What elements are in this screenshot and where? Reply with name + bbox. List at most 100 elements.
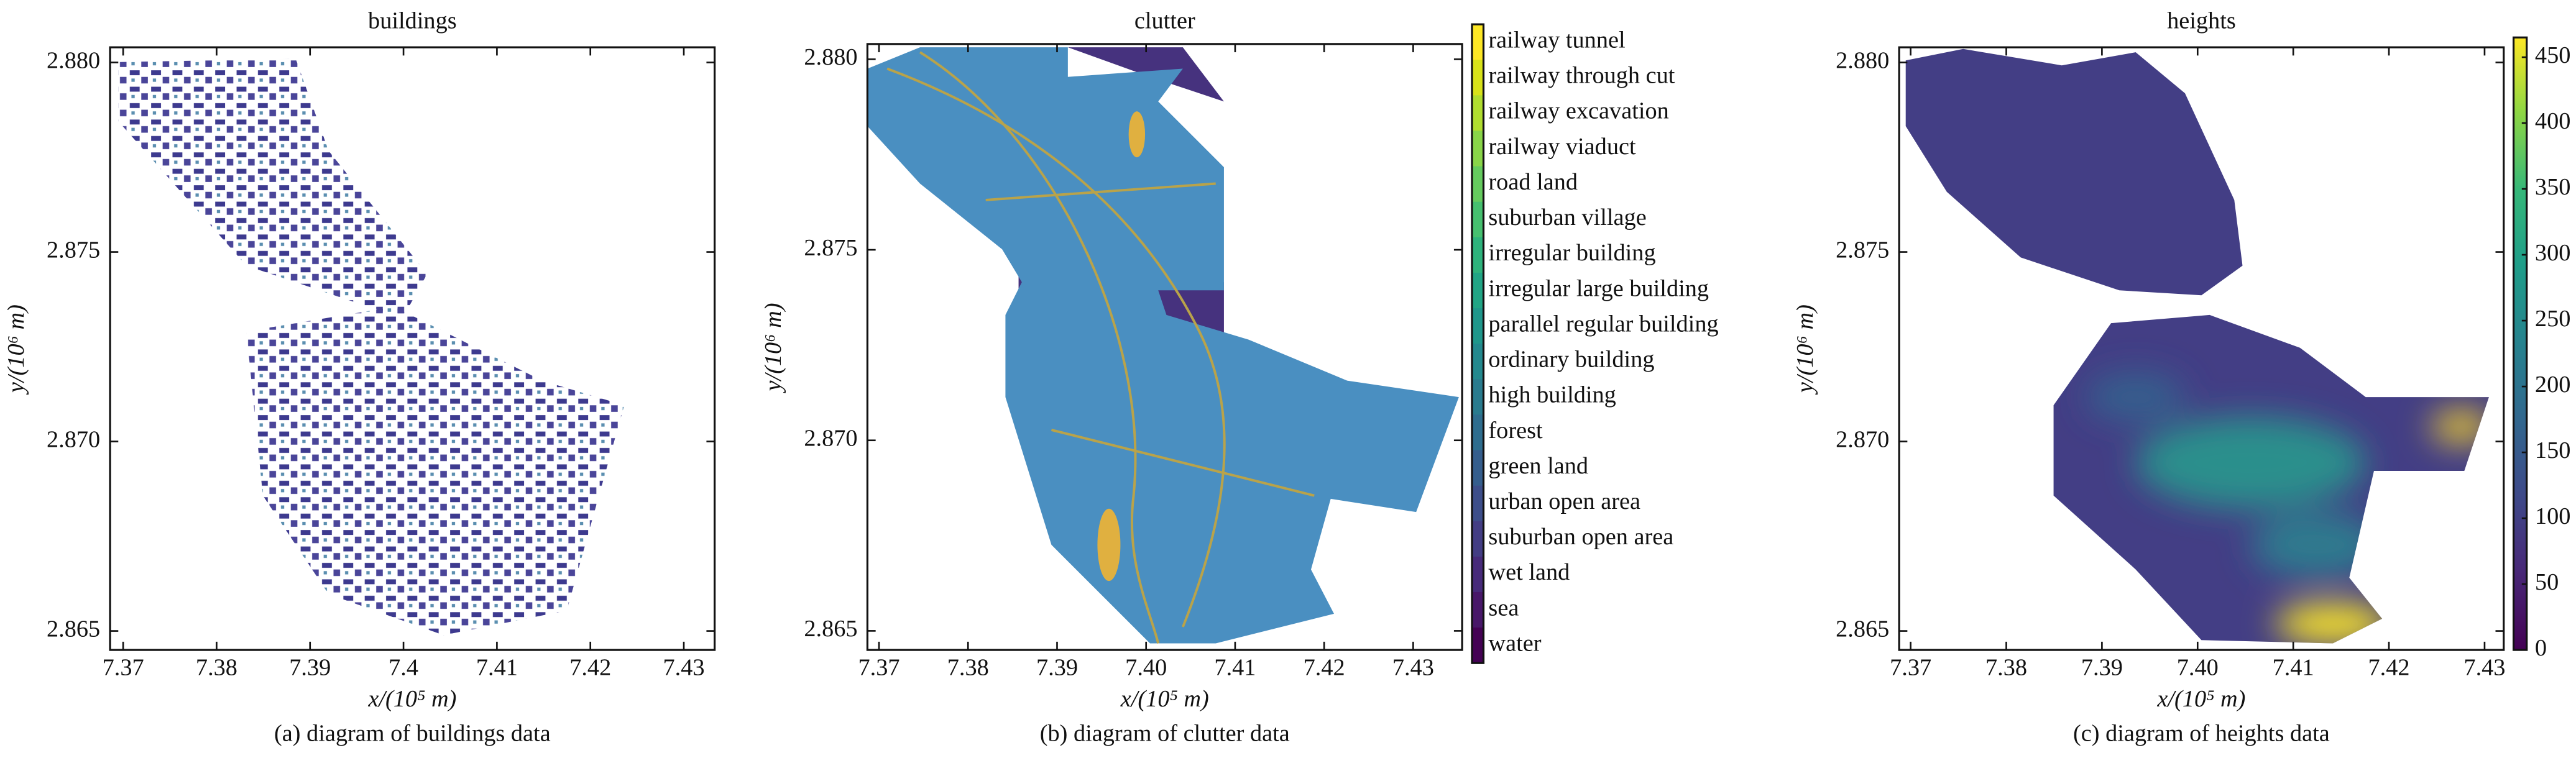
colorbar-segment: [1472, 308, 1484, 344]
colorbar-label: railway tunnel: [1488, 27, 1625, 53]
colorbar-segment: [1472, 591, 1484, 628]
colorbar-label: suburban open area: [1488, 524, 1673, 550]
y-tick-label: 2.865: [1836, 616, 1889, 642]
colorbar-tick-label: 450: [2535, 42, 2570, 68]
x-tick-label: 7.40: [2177, 655, 2219, 681]
colorbar-segment: [1472, 450, 1484, 486]
x-tick-label: 7.38: [1985, 655, 2027, 681]
colorbar-frame: [2512, 36, 2528, 651]
x-tick-label: 7.41: [1214, 655, 1256, 681]
colorbar-label: railway viaduct: [1488, 134, 1636, 160]
height-region: [1905, 48, 2243, 296]
colorbar-segment: [1472, 556, 1484, 593]
y-tick-label: 2.875: [1836, 237, 1889, 263]
colorbar-label: parallel regular building: [1488, 311, 1718, 337]
axes-frame: [866, 43, 1463, 651]
axes-frame: [1898, 46, 2505, 651]
colorbar-label: wet land: [1488, 559, 1570, 585]
clutter-region: [867, 47, 1459, 644]
panel-caption: (b) diagram of clutter data: [1040, 720, 1290, 746]
y-axis-label: y/(10⁶ m): [1792, 304, 1818, 395]
x-tick-label: 7.42: [569, 655, 611, 681]
x-tick-label: 7.39: [2081, 655, 2123, 681]
x-tick-label: 7.40: [1125, 655, 1167, 681]
colorbar-segment: [1472, 166, 1484, 203]
colorbar-label: water: [1488, 630, 1541, 656]
x-tick-label: 7.37: [1890, 655, 1931, 681]
colorbar-tick-label: 50: [2535, 569, 2559, 595]
building-region: [246, 306, 625, 636]
colorbar-tick-label: 250: [2535, 306, 2570, 332]
railway-lines: [886, 51, 1315, 644]
x-tick-label: 7.42: [1304, 655, 1345, 681]
colorbar-tick-label: 150: [2535, 437, 2570, 463]
x-tick-label: 7.38: [947, 655, 989, 681]
x-tick-label: 7.41: [476, 655, 518, 681]
panel-title: heights: [2167, 7, 2236, 34]
y-tick-label: 2.880: [1836, 47, 1889, 73]
y-tick-label: 2.870: [47, 426, 100, 452]
colorbar-segment: [1472, 379, 1484, 416]
colorbar-label: road land: [1488, 169, 1578, 195]
colorbar-segment: [1472, 201, 1484, 238]
x-tick-label: 7.42: [2368, 655, 2410, 681]
x-tick-label: 7.37: [103, 655, 144, 681]
colorbar-segment: [1472, 344, 1484, 380]
clutter-map: [867, 47, 1459, 644]
colorbar-frame: [1471, 23, 1485, 664]
colorbar-label: railway excavation: [1488, 98, 1668, 124]
colorbar-tick-label: 0: [2535, 635, 2547, 661]
railway-station: [1097, 508, 1121, 582]
y-tick-label: 2.870: [1836, 426, 1889, 452]
x-tick-label: 7.38: [196, 655, 237, 681]
colorbar-segment: [1472, 60, 1484, 96]
colorbar-label: urban open area: [1488, 488, 1640, 514]
x-tick-label: 7.4: [389, 655, 418, 681]
y-axis-label: y/(10⁶ m): [3, 304, 29, 395]
colorbar-segment: [1472, 130, 1484, 167]
panel-caption: (a) diagram of buildings data: [274, 720, 551, 746]
y-tick-label: 2.875: [804, 235, 857, 261]
colorbar-segment: [1472, 628, 1484, 664]
colorbar-segment: [1472, 272, 1484, 309]
y-tick-label: 2.875: [47, 237, 100, 263]
y-tick-label: 2.880: [804, 44, 857, 70]
colorbar-tick-label: 100: [2535, 503, 2570, 529]
panel-title: clutter: [1134, 7, 1195, 34]
x-tick-label: 7.41: [2273, 655, 2314, 681]
y-tick-label: 2.870: [804, 426, 857, 452]
buildings-map: [118, 58, 625, 636]
y-tick-label: 2.865: [47, 616, 100, 642]
heights-map: [1905, 48, 2489, 644]
colorbar-segment: [1472, 485, 1484, 522]
colorbar-segment: [1472, 24, 1484, 61]
x-tick-label: 7.43: [663, 655, 705, 681]
x-tick-label: 7.39: [1036, 655, 1078, 681]
colorbar-tick-label: 300: [2535, 240, 2570, 266]
colorbar-label: irregular large building: [1488, 275, 1709, 301]
colorbar-tick-label: 200: [2535, 372, 2570, 398]
axes-frame: [109, 46, 716, 651]
building-region: [118, 58, 428, 319]
railway-station: [1128, 111, 1146, 158]
panel-title: buildings: [368, 7, 457, 34]
colorbar-segment: [1472, 521, 1484, 557]
colorbar-label: suburban village: [1488, 204, 1646, 231]
panel-caption: (c) diagram of heights data: [2073, 720, 2330, 746]
colorbar-label: railway through cut: [1488, 63, 1675, 89]
colorbar-segment: [1472, 237, 1484, 273]
colorbar-label: ordinary building: [1488, 347, 1654, 373]
colorbar-label: forest: [1488, 418, 1543, 444]
colorbar-segment: [1472, 414, 1484, 451]
y-axis-label: y/(10⁶ m): [760, 303, 786, 393]
colorbar-label: sea: [1488, 595, 1519, 621]
x-tick-label: 7.43: [1392, 655, 1434, 681]
y-tick-label: 2.865: [804, 616, 857, 642]
x-axis-label: x/(10⁵ m): [2156, 686, 2245, 712]
colorbar-label: irregular building: [1488, 240, 1655, 266]
x-axis-label: x/(10⁵ m): [1120, 686, 1209, 712]
colorbar-tick-label: 350: [2535, 174, 2570, 200]
colorbar: [2513, 37, 2527, 651]
colorbar-tick-label: 400: [2535, 108, 2570, 134]
